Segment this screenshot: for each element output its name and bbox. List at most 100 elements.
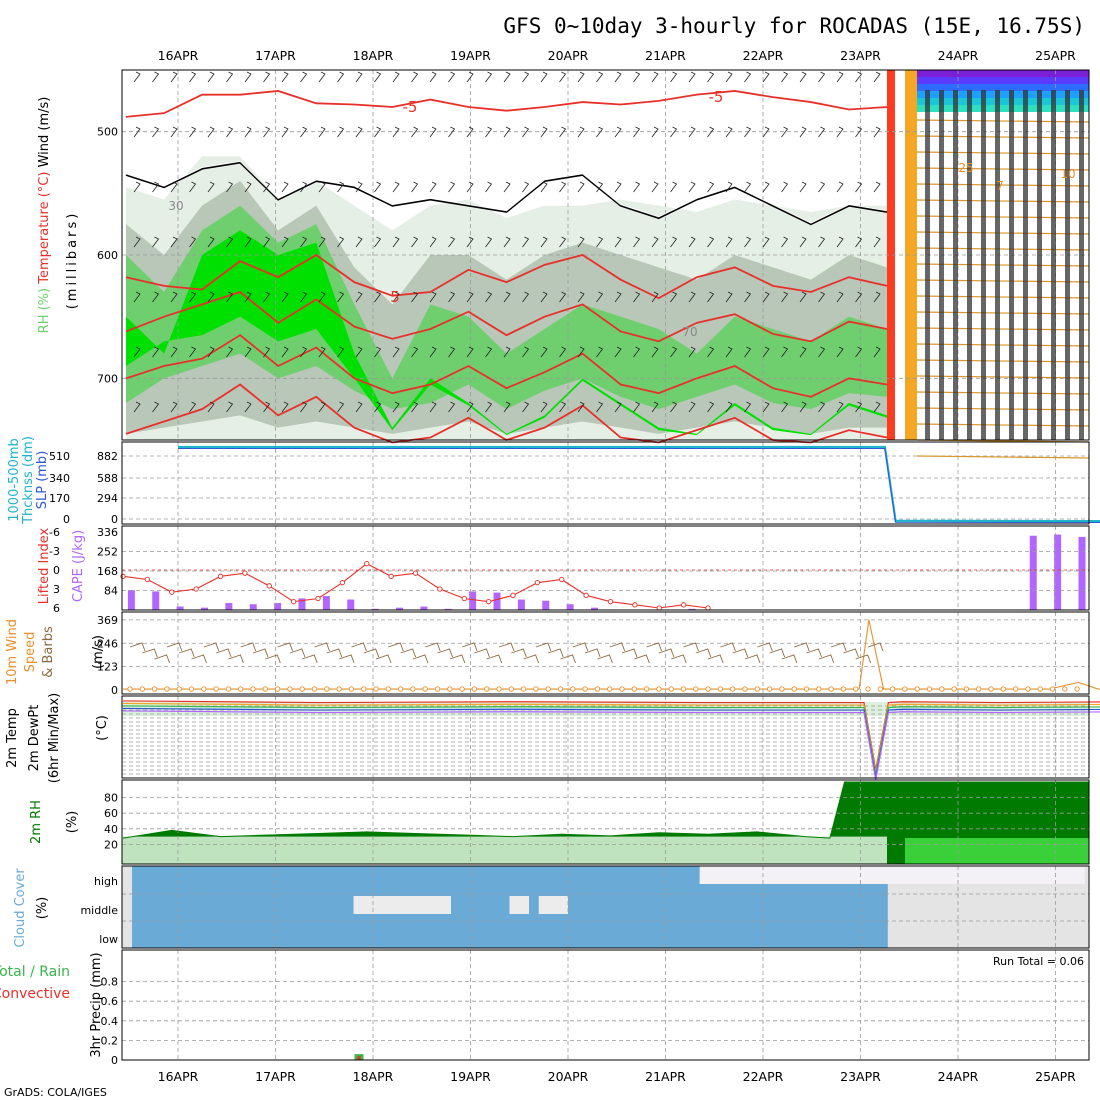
cape-bar: [566, 604, 574, 610]
wind-speed-point: [963, 686, 970, 692]
isotherm-orange: [916, 455, 1090, 459]
wind-speed-point: [643, 686, 650, 692]
temp2m-line: [122, 707, 1100, 778]
wind-barb-10m: [351, 642, 367, 652]
wind-barb: [207, 71, 215, 83]
wind-speed-point: [865, 686, 871, 692]
wind-barb: [836, 126, 844, 138]
panel-frame: [121, 779, 1090, 865]
wind-tick-label: 123: [97, 661, 118, 674]
wind-barb: [263, 291, 271, 303]
wind-barb: [873, 126, 881, 138]
wind-barb: [633, 126, 641, 138]
lifted-index-point: [169, 589, 175, 595]
wind-barb: [651, 346, 659, 358]
wind-barb: [633, 71, 641, 83]
lifted-index-point: [290, 599, 297, 605]
wind-barb-10m: [240, 642, 257, 652]
date-label-bottom: 16APR: [158, 1069, 199, 1084]
wind-barb: [651, 291, 659, 303]
date-label-bottom: 24APR: [938, 1069, 979, 1084]
wind-barb: [855, 126, 863, 138]
wind-barb-10m: [794, 642, 810, 652]
wind-barb: [485, 291, 493, 303]
wind-barb: [189, 181, 197, 193]
wind-barb: [781, 181, 789, 193]
wind-barb: [707, 291, 715, 303]
ylabel-part: Lifted Index: [37, 527, 52, 604]
wind-barb: [781, 346, 789, 358]
wind-barb-10m: [314, 642, 330, 652]
cape-bar: [469, 591, 477, 610]
wind-barb-10m: [338, 654, 355, 664]
lifted-index-point: [242, 570, 248, 576]
model-jump-band: [887, 70, 895, 440]
wind-barb: [244, 181, 252, 193]
lifted-index-point: [607, 599, 614, 605]
wind-barb: [799, 181, 807, 193]
wind-speed-point: [693, 686, 699, 692]
wind-barb: [318, 346, 326, 358]
wind-speed-point: [717, 686, 724, 692]
wind-barb-10m: [646, 642, 663, 652]
cape-bar: [1029, 535, 1037, 610]
wind-speed-point: [311, 686, 318, 692]
wind-barb-10m: [621, 648, 638, 658]
panel-ylabel: 2m Temp: [5, 708, 20, 768]
panel-frame: [121, 949, 1090, 1061]
wind-speed-point: [902, 686, 908, 692]
wind-speed-point: [828, 686, 834, 692]
panel-ylabel: 3hr Precip (mm): [89, 952, 104, 1057]
wind-speed-point: [422, 686, 428, 692]
rh2m-gradient: [905, 838, 1089, 864]
slp-tick-label: 882: [97, 450, 118, 463]
wind-barb: [744, 181, 752, 193]
wind-barb: [448, 181, 456, 193]
cape-tick-label: 252: [97, 546, 118, 559]
wind-barb: [244, 71, 252, 83]
wind-barb-10m: [277, 642, 294, 652]
wind-barb: [559, 236, 567, 248]
wind-barb: [392, 71, 400, 83]
cape-bar: [591, 607, 598, 610]
panel-ylabel: CAPE (J/kg): [71, 530, 86, 602]
wind-barb-10m: [634, 654, 650, 664]
wind-barb: [614, 401, 622, 413]
wind-speed-point: [607, 686, 613, 692]
wind-barb: [355, 291, 363, 303]
wind-barb: [466, 401, 474, 413]
ylabel-part: RH (%): [37, 284, 52, 334]
wind-barb: [670, 126, 678, 138]
wind-barb: [577, 126, 585, 138]
wind-barb: [522, 346, 530, 358]
wind-barb: [633, 181, 641, 193]
wind-barb: [707, 181, 715, 193]
slp-tick-label: 588: [97, 472, 118, 485]
wind-speed-point: [508, 686, 514, 692]
wind-barb: [596, 401, 604, 413]
isotherm-orange: [916, 343, 1090, 347]
wind-barb: [651, 401, 659, 413]
wind-barb: [392, 181, 400, 193]
wind-barb: [725, 126, 733, 138]
wind-speed-point: [139, 686, 145, 692]
wind-barb: [485, 346, 493, 358]
ylabel-part: 2m RH: [29, 800, 44, 844]
y-tick-label: 500: [97, 126, 118, 139]
wind-barb: [688, 291, 696, 303]
wind-barb: [133, 291, 141, 303]
date-label-top: 21APR: [645, 48, 686, 63]
wind-barb: [485, 181, 493, 193]
wind-speed-point: [164, 686, 170, 692]
wind-barb: [559, 291, 567, 303]
wind-barb-10m: [757, 642, 773, 652]
wind-barb-10m: [437, 648, 453, 658]
panel-frame: [121, 525, 1090, 611]
li-tick-label: -6: [49, 526, 60, 539]
wind-barb: [300, 71, 308, 83]
wind-barb-10m: [166, 642, 183, 652]
wind-speed-point: [791, 686, 797, 692]
wind-barb: [596, 71, 604, 83]
rh-tick-label: 80: [104, 792, 118, 805]
wind-barb-10m: [129, 642, 146, 652]
